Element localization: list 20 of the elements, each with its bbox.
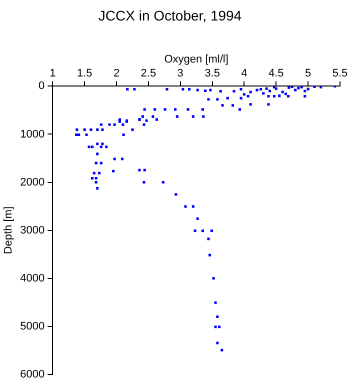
x-tick-label: 2 [113, 68, 120, 80]
y-tick-label: 3000 [20, 224, 45, 236]
y-tick-label: 4000 [20, 272, 45, 284]
x-tick-label: 4 [241, 68, 248, 80]
y-axis-title: Depth [m] [2, 206, 15, 254]
x-tick-label: 2.5 [140, 68, 156, 80]
x-tick-label: 5 [305, 68, 312, 80]
y-tick-label: 2000 [20, 176, 45, 188]
x-tick-label: 1.5 [76, 68, 92, 80]
x-tick-label: 3 [177, 68, 184, 80]
y-tick-label: 0 [38, 80, 45, 92]
x-tick-label: 1 [50, 68, 56, 80]
y-tick-label: 6000 [20, 368, 45, 380]
x-tick-label: 3.5 [204, 68, 220, 80]
chart-title: JCCX in October, 1994 [98, 7, 242, 24]
x-axis-title: Oxygen [ml/l] [164, 53, 228, 66]
x-tick-label: 4.5 [268, 68, 284, 80]
y-tick-label: 1000 [20, 128, 45, 140]
x-tick-label: 5.5 [332, 68, 348, 80]
y-tick-label: 5000 [20, 320, 45, 332]
